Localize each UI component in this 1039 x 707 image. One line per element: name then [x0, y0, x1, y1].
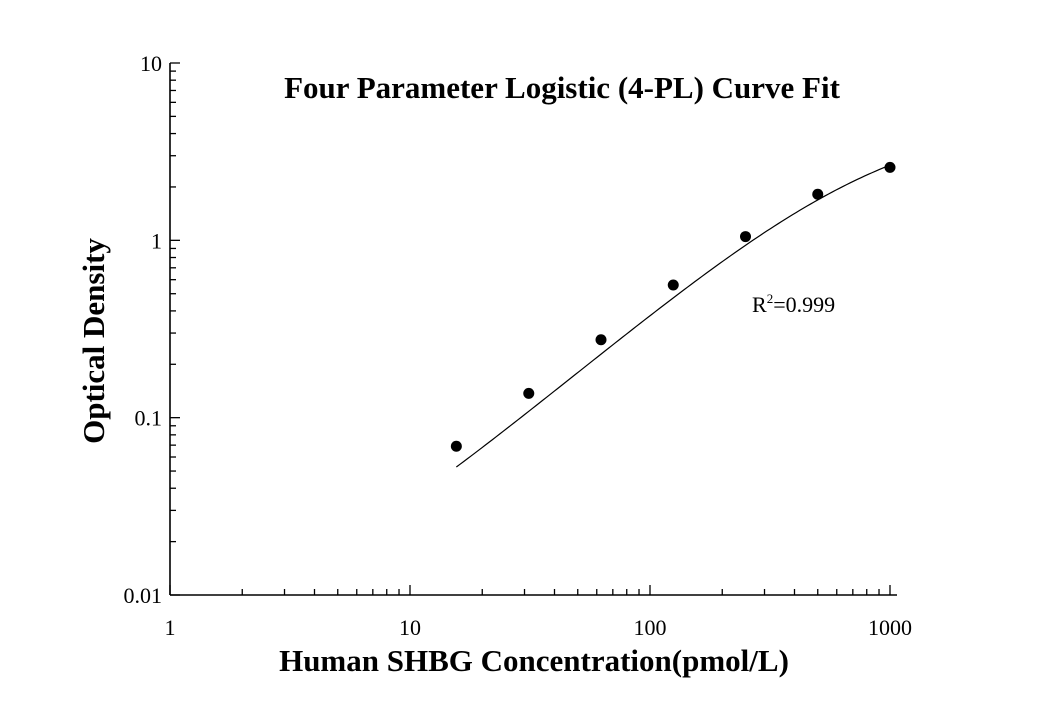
data-point	[884, 161, 896, 173]
y-axis-label: Optical Density	[76, 238, 111, 444]
y-tick-label: 1	[151, 228, 162, 253]
axis-tick-labels: 1 10 100 1000 0.01 0.1 1 10	[124, 51, 913, 640]
data-point	[667, 279, 679, 291]
plot-axes	[169, 63, 897, 596]
data-point	[595, 334, 607, 346]
x-tick-label: 100	[634, 615, 667, 640]
y-tick-label: 0.1	[135, 406, 163, 431]
r-squared-annotation: R2=0.999	[752, 291, 835, 317]
r-squared-superscript: 2	[767, 291, 774, 306]
x-axis-label: Human SHBG Concentration(pmol/L)	[279, 643, 789, 678]
data-point	[812, 188, 824, 200]
r-squared-value: =0.999	[773, 292, 835, 317]
x-tick-label: 1000	[868, 615, 912, 640]
r-squared-base: R	[752, 292, 767, 317]
y-tick-label: 10	[140, 51, 162, 76]
axis-ticks	[169, 62, 891, 596]
fit-curve	[455, 164, 891, 468]
x-tick-label: 10	[399, 615, 421, 640]
chart-title: Four Parameter Logistic (4-PL) Curve Fit	[284, 70, 841, 105]
data-points	[450, 161, 896, 452]
y-tick-label: 0.01	[124, 583, 163, 608]
x-tick-label: 1	[165, 615, 176, 640]
data-point	[450, 440, 462, 452]
data-point	[740, 231, 752, 243]
data-point	[523, 387, 535, 399]
